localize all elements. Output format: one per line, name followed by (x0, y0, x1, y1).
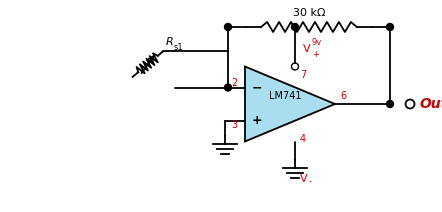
Text: Output: Output (420, 97, 442, 111)
Text: 7: 7 (300, 70, 306, 80)
Polygon shape (245, 67, 335, 141)
Text: 30 kΩ: 30 kΩ (293, 8, 325, 18)
Circle shape (225, 24, 232, 31)
Text: V: V (300, 174, 308, 184)
Text: V: V (303, 43, 311, 53)
Text: 3: 3 (231, 120, 237, 131)
Circle shape (225, 84, 232, 91)
Text: +: + (251, 114, 262, 127)
Circle shape (292, 24, 298, 31)
Text: 2: 2 (231, 78, 237, 88)
Text: R: R (166, 37, 174, 47)
Text: 6: 6 (340, 91, 346, 101)
Text: LM741: LM741 (269, 91, 301, 101)
Circle shape (386, 100, 393, 107)
Text: +: + (312, 50, 319, 59)
Text: -: - (309, 177, 312, 186)
Circle shape (386, 24, 393, 31)
Text: −: − (252, 81, 262, 94)
Text: s1: s1 (174, 42, 183, 52)
Text: 9v: 9v (312, 38, 322, 47)
Text: 4: 4 (300, 134, 306, 145)
